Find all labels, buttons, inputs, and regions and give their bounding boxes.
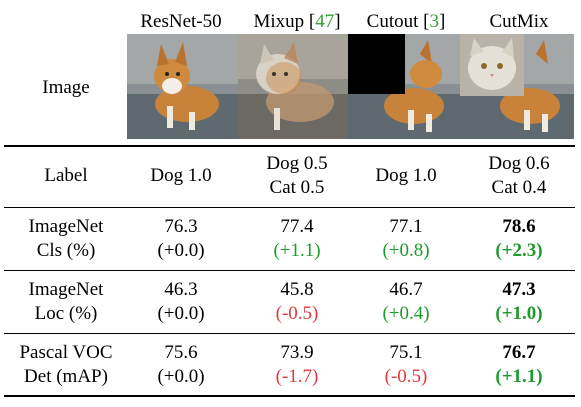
image-mixup-dog-cat: [238, 34, 352, 139]
label-line: Dog 1.0: [375, 165, 437, 186]
rule-after-label: [4, 207, 575, 208]
label-cell: Dog 1.0: [122, 164, 240, 188]
citation-bracket: ]: [438, 11, 446, 32]
image-cutout-dog: [348, 34, 462, 139]
row-label-line: Cls (%): [36, 240, 96, 261]
row-label: Label: [10, 164, 122, 188]
metric-cell-best: 47.3 (+1.0): [460, 278, 578, 326]
metric-value: 73.9: [280, 342, 314, 363]
metric-cell: 76.3 (+0.0): [122, 215, 240, 263]
metric-value: 76.7: [502, 342, 536, 363]
metric-cell-best: 78.6 (+2.3): [460, 215, 578, 263]
metric-value: 76.3: [164, 216, 198, 237]
citation-bracket: ]: [334, 11, 341, 32]
label-line: Dog 0.6: [488, 153, 550, 174]
metric-cell: 46.7 (+0.4): [351, 278, 461, 326]
image-cutmix-dog-cat: [460, 34, 574, 139]
row-label-line: Pascal VOC: [19, 342, 113, 363]
col-header-name: CutMix: [489, 11, 549, 32]
metric-delta: (+2.3): [495, 240, 543, 261]
row-label-line: ImageNet: [28, 279, 104, 300]
metric-delta: (-0.5): [275, 303, 319, 324]
label-cell: Dog 1.0: [351, 164, 461, 188]
col-header-cutmix: CutMix: [460, 11, 578, 33]
metric-value: 47.3: [502, 279, 536, 300]
col-header-resnet: ResNet-50: [122, 11, 240, 33]
metric-delta: (+0.4): [382, 303, 430, 324]
metric-value: 78.6: [502, 216, 536, 237]
metric-value: 75.1: [389, 342, 423, 363]
label-line: Dog 1.0: [150, 165, 212, 186]
image-resnet-dog: [127, 34, 241, 139]
col-header-name: Mixup: [253, 11, 305, 32]
metric-cell: 73.9 (-1.7): [238, 341, 356, 389]
metric-delta: (+0.8): [382, 240, 430, 261]
citation-bracket: [: [423, 11, 430, 32]
citation-number[interactable]: 3: [429, 11, 439, 32]
row-label: ImageNet Cls (%): [10, 215, 122, 263]
metric-cell: 77.1 (+0.8): [351, 215, 461, 263]
metric-value: 45.8: [280, 279, 314, 300]
metric-value: 77.4: [280, 216, 314, 237]
label-cell: Dog 0.6 Cat 0.4: [460, 152, 578, 200]
row-label-line: Det (mAP): [24, 366, 108, 387]
metric-cell: 77.4 (+1.1): [238, 215, 356, 263]
rule-top: [4, 145, 575, 147]
rule-after-cls: [4, 270, 575, 271]
metric-cell: 45.8 (-0.5): [238, 278, 356, 326]
metric-delta: (+1.1): [495, 366, 543, 387]
row-label: Pascal VOC Det (mAP): [10, 341, 122, 389]
metric-delta: (+0.0): [157, 303, 205, 324]
label-line: Cat 0.4: [491, 177, 547, 198]
row-label-image: Image: [42, 77, 90, 98]
citation-bracket: [: [308, 11, 316, 32]
metric-delta: (-0.5): [384, 366, 428, 387]
row-label-line: Loc (%): [34, 303, 98, 324]
metric-delta: (+0.0): [157, 366, 205, 387]
metric-cell: 75.6 (+0.0): [122, 341, 240, 389]
metric-delta: (+1.0): [495, 303, 543, 324]
metric-cell: 75.1 (-0.5): [351, 341, 461, 389]
rule-after-loc: [4, 333, 575, 334]
col-header-cutout: Cutout [3]: [351, 11, 461, 33]
label-cell: Dog 0.5 Cat 0.5: [238, 152, 356, 200]
row-label: ImageNet Loc (%): [10, 278, 122, 326]
citation-number[interactable]: 47: [315, 11, 335, 32]
metric-delta: (+1.1): [273, 240, 321, 261]
row-label-line: ImageNet: [28, 216, 104, 237]
col-header-mixup: Mixup [47]: [238, 11, 356, 33]
rule-bottom: [4, 395, 575, 397]
metric-delta: (+0.0): [157, 240, 205, 261]
metric-delta: (-1.7): [275, 366, 319, 387]
metric-cell-best: 76.7 (+1.1): [460, 341, 578, 389]
metric-value: 46.3: [164, 279, 198, 300]
col-header-name: ResNet-50: [140, 11, 222, 32]
col-header-name: Cutout: [366, 11, 419, 32]
metric-value: 46.7: [389, 279, 423, 300]
metric-value: 75.6: [164, 342, 198, 363]
metric-cell: 46.3 (+0.0): [122, 278, 240, 326]
label-line: Cat 0.5: [269, 177, 325, 198]
label-line: Dog 0.5: [266, 153, 328, 174]
row-label-line: Label: [44, 165, 88, 186]
metric-value: 77.1: [389, 216, 423, 237]
